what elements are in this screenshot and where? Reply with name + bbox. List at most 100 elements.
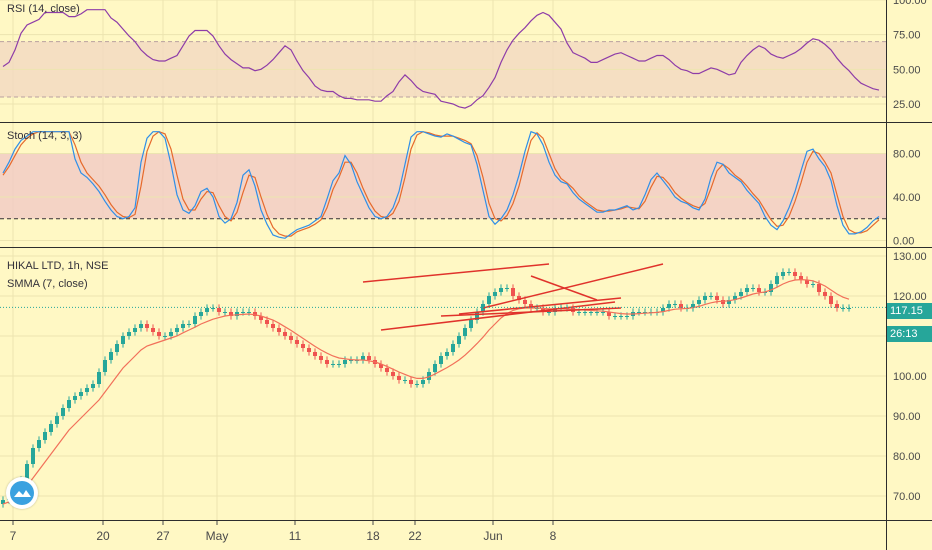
stoch-legend[interactable]: Stoch (14, 3, 3) <box>7 130 82 142</box>
candle-body <box>187 324 191 325</box>
candle-body <box>79 392 83 396</box>
candle-body <box>223 312 227 313</box>
candle-body <box>703 296 707 300</box>
candle-body <box>415 384 419 385</box>
candle-body <box>97 372 101 384</box>
candle-body <box>397 376 401 380</box>
candle-body <box>289 336 293 340</box>
candle-body <box>679 304 683 308</box>
candle-body <box>487 296 491 304</box>
candle-body <box>721 300 725 304</box>
candle-body <box>499 288 503 292</box>
candle-body <box>475 312 479 320</box>
candle-body <box>529 304 533 308</box>
logo[interactable] <box>6 477 38 509</box>
candle-body <box>409 380 413 384</box>
candle-body <box>505 288 509 289</box>
candle-body <box>91 384 95 388</box>
candle-body <box>439 356 443 364</box>
candle-body <box>151 328 155 332</box>
candle-body <box>805 280 809 284</box>
candle-body <box>37 440 41 448</box>
countdown-tag: 26:13 <box>887 326 932 342</box>
candle-body <box>793 272 797 276</box>
candle-body <box>295 340 299 344</box>
candle-body <box>367 356 371 360</box>
stoch-band <box>0 153 886 219</box>
y-tick-label: 100.00 <box>893 371 927 383</box>
candle-body <box>85 388 89 392</box>
candle-body <box>199 312 203 316</box>
smma-legend[interactable]: SMMA (7, close) <box>7 278 88 290</box>
bar-countdown: 26:13 <box>890 328 918 340</box>
candle-body <box>109 352 113 360</box>
candle-body <box>193 316 197 324</box>
candle-body <box>139 324 143 328</box>
candle-body <box>43 432 47 440</box>
candle-body <box>619 316 623 317</box>
candle-body <box>445 352 449 356</box>
candle-body <box>55 416 59 424</box>
candle-body <box>589 312 593 313</box>
candle-body <box>811 284 815 285</box>
candle-body <box>583 312 587 313</box>
candle-body <box>829 296 833 304</box>
candle-body <box>403 380 407 381</box>
y-tick-label: 40.00 <box>893 192 921 204</box>
last-price-tag: 117.15 <box>887 303 932 319</box>
candle-body <box>301 344 305 348</box>
candle-body <box>325 360 329 364</box>
candle-body <box>241 312 245 313</box>
trendline <box>458 297 622 315</box>
trendline <box>530 275 598 301</box>
candle-body <box>1 500 5 504</box>
candle-body <box>745 288 749 292</box>
candle-body <box>433 364 437 372</box>
candle-body <box>427 372 431 380</box>
symbol-title: HIKAL LTD, 1h, NSE <box>7 260 109 272</box>
candle-body <box>823 292 827 296</box>
y-tick-label: 75.00 <box>893 30 921 42</box>
candle-body <box>661 308 665 312</box>
candle-body <box>577 312 581 313</box>
candle-body <box>835 304 839 308</box>
x-tick-label: 18 <box>366 529 380 543</box>
candle-body <box>511 288 515 296</box>
candle-body <box>523 300 527 304</box>
symbol-legend[interactable]: HIKAL LTD, 1h, NSE <box>7 260 108 272</box>
candle-body <box>217 308 221 312</box>
candle-body <box>67 400 71 408</box>
candle-body <box>601 312 605 313</box>
candle-body <box>709 296 713 297</box>
candle-body <box>733 296 737 300</box>
y-tick-label: 0.00 <box>893 235 914 247</box>
rsi-legend[interactable]: RSI (14, close) <box>7 3 80 15</box>
stoch-legend-label: Stoch (14, 3, 3) <box>7 130 83 142</box>
candle-body <box>181 324 185 328</box>
y-tick-label: 80.00 <box>893 451 921 463</box>
candle-body <box>331 364 335 365</box>
candle-body <box>229 312 233 316</box>
candle-body <box>337 364 341 365</box>
y-tick-label: 25.00 <box>893 99 921 111</box>
last-price-value: 117.15 <box>890 305 923 317</box>
y-tick-label: 90.00 <box>893 411 921 423</box>
x-tick-label: 11 <box>289 529 302 543</box>
stoch-k-line <box>2 130 880 239</box>
candle-body <box>157 332 161 336</box>
candle-body <box>757 288 761 292</box>
candle-body <box>247 312 251 313</box>
x-tick-label: May <box>206 529 229 543</box>
candle-body <box>715 296 719 300</box>
cloud-logo-icon <box>10 481 34 505</box>
candle-body <box>283 332 287 336</box>
candle-body <box>673 304 677 305</box>
candle-body <box>775 276 779 284</box>
stoch-d-line <box>2 131 880 237</box>
candle-body <box>727 300 731 304</box>
candle-body <box>841 308 845 309</box>
trendline <box>380 301 616 331</box>
candle-body <box>691 304 695 308</box>
